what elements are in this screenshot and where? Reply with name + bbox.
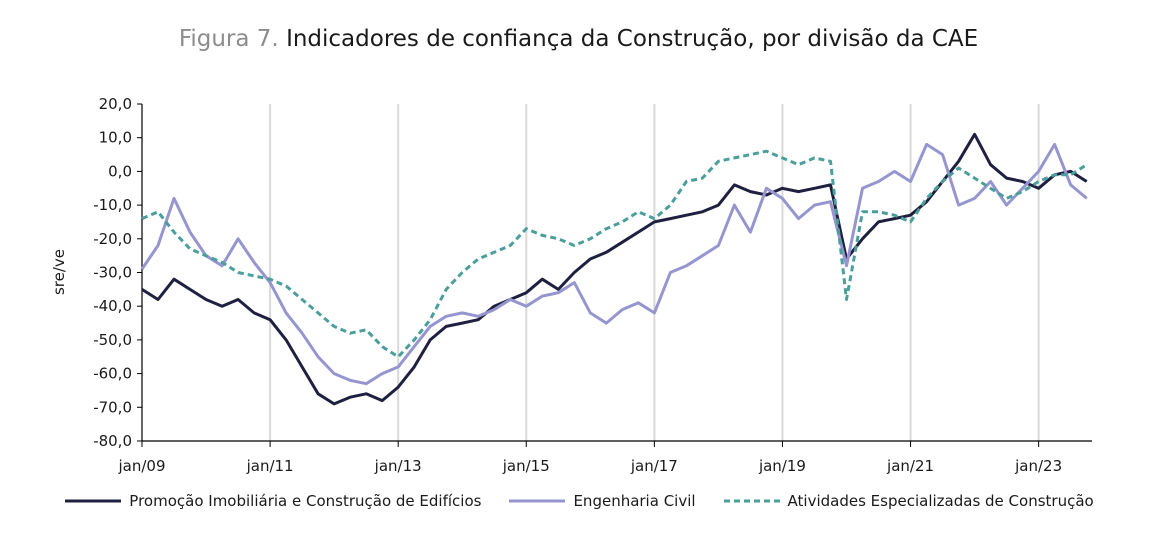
- gridlines: [269, 104, 1040, 441]
- y-tick-label: -40,0: [93, 297, 132, 315]
- x-ticks: jan/09 jan/11 jan/13 jan/15 jan/17 jan/19 jan/…: [117, 441, 1062, 475]
- y-ticks: 20,0 10,0 0,0 -10,0 -20,0 -30,0 -40,0 -50,0 -60,…: [93, 95, 142, 450]
- x-tick-label: jan/17: [630, 457, 678, 475]
- y-axis-label: sre/ve: [50, 249, 68, 295]
- legend-item-engenharia: Engenharia Civil: [507, 492, 696, 510]
- x-tick-label: jan/23: [1014, 457, 1062, 475]
- legend-label-engenharia: Engenharia Civil: [573, 492, 696, 510]
- y-tick-label: -80,0: [93, 432, 132, 450]
- legend-swatch-engenharia: [509, 499, 566, 503]
- y-tick-label: 20,0: [99, 95, 132, 113]
- legend: Promoção Imobiliária e Construção de Edi…: [0, 492, 1157, 510]
- legend-item-promocao: Promoção Imobiliária e Construção de Edi…: [63, 492, 481, 510]
- y-tick-label: -30,0: [93, 264, 132, 282]
- y-tick-label: 10,0: [99, 129, 132, 147]
- title-prefix: Figura 7.: [178, 26, 279, 52]
- x-tick-label: jan/15: [502, 457, 550, 475]
- legend-swatch-atividades: [723, 499, 780, 503]
- x-tick-label: jan/13: [374, 457, 422, 475]
- y-tick-label: -50,0: [93, 331, 132, 349]
- series-line-atividades: [141, 149, 1088, 359]
- x-tick-label: jan/09: [117, 457, 165, 475]
- x-tick-label: jan/21: [886, 457, 934, 475]
- legend-swatch-promocao: [65, 499, 122, 503]
- y-tick-label: -60,0: [93, 365, 132, 383]
- chart-title: Figura 7. Indicadores de confiança da Co…: [0, 26, 1157, 52]
- series-lines: [140, 132, 1088, 406]
- legend-item-atividades: Atividades Especializadas de Construção: [722, 492, 1094, 510]
- y-tick-label: -20,0: [93, 230, 132, 248]
- legend-label-promocao: Promoção Imobiliária e Construção de Edi…: [129, 492, 482, 510]
- legend-label-atividades: Atividades Especializadas de Construção: [787, 492, 1094, 510]
- y-tick-label: -70,0: [93, 398, 132, 416]
- series-line-promocao: [141, 132, 1088, 406]
- series-line-engenharia: [140, 142, 1088, 386]
- y-tick-label: -10,0: [93, 196, 132, 214]
- axes: [141, 104, 1092, 442]
- title-main: Indicadores de confiança da Construção, …: [286, 26, 979, 52]
- y-tick-label: 0,0: [108, 162, 132, 180]
- x-tick-label: jan/19: [758, 457, 806, 475]
- x-tick-label: jan/11: [246, 457, 294, 475]
